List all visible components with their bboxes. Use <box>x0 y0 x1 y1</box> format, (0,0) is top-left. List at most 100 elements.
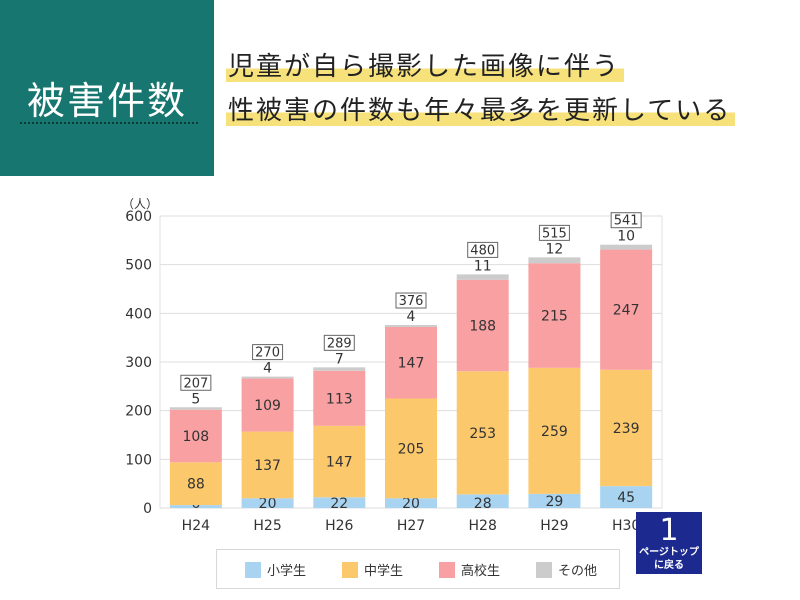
data-label: 239 <box>613 421 640 437</box>
bar-segment <box>385 498 437 508</box>
page-top-label-1: ページトップ <box>639 547 699 558</box>
bar-segment <box>241 378 294 432</box>
y-tick-label: 500 <box>125 258 152 274</box>
bar-segment <box>385 326 437 399</box>
bar-segment <box>241 431 294 499</box>
bar-segment <box>241 498 294 508</box>
data-label: 113 <box>326 391 353 407</box>
data-label: 29 <box>546 494 564 510</box>
bar-segment <box>169 407 222 410</box>
data-label: 88 <box>187 477 205 493</box>
bar-segment <box>456 279 509 372</box>
total-label: 515 <box>542 226 567 241</box>
total-box <box>395 292 427 309</box>
bar-segment <box>385 398 437 499</box>
bar-segment <box>600 244 653 250</box>
total-box <box>252 344 284 361</box>
bar-segment <box>456 371 509 495</box>
total-box <box>180 374 212 391</box>
x-tick-label: H24 <box>182 518 210 534</box>
legend-item: その他 <box>536 560 597 579</box>
legend-label: 小学生 <box>267 564 307 579</box>
bar-segment <box>600 486 653 508</box>
data-label: 215 <box>541 309 568 325</box>
page-top-label-2: に戻る <box>654 560 684 571</box>
chart-legend: 小学生 中学生 高校生 その他 <box>216 549 620 589</box>
data-label: 247 <box>613 303 640 319</box>
bar-segment <box>313 425 366 498</box>
legend-label: その他 <box>558 564 598 579</box>
data-label: 10 <box>617 229 635 245</box>
total-box <box>467 241 499 258</box>
data-label: 22 <box>330 496 348 512</box>
y-tick-label: 400 <box>125 306 152 322</box>
data-label: 137 <box>254 458 281 474</box>
data-label: 20 <box>259 496 277 512</box>
data-label: 108 <box>182 429 209 445</box>
data-label: 28 <box>474 496 492 512</box>
legend-label: 高校生 <box>461 564 501 579</box>
bar-segment <box>528 367 581 494</box>
data-label: 205 <box>398 441 425 457</box>
legend-label: 中学生 <box>364 564 404 579</box>
total-label: 541 <box>614 214 639 229</box>
x-tick-label: H27 <box>397 518 425 534</box>
section-title: 被害件数 <box>26 79 187 123</box>
bar-segment <box>528 257 581 264</box>
bar-segment <box>169 462 222 506</box>
bar-segment <box>456 494 509 508</box>
data-label: 253 <box>469 426 496 442</box>
total-box <box>610 212 642 229</box>
data-label: 45 <box>617 490 635 506</box>
legend-swatch <box>342 562 358 578</box>
bar-segment <box>313 370 366 426</box>
y-tick-label: 100 <box>125 452 152 468</box>
bar-segment <box>313 367 366 371</box>
total-label: 207 <box>183 376 208 391</box>
bar-segment <box>600 249 653 370</box>
data-label: 147 <box>398 356 425 372</box>
y-unit-label: （人） <box>122 197 158 211</box>
bar-segment <box>385 325 437 327</box>
bar-segment <box>169 505 222 508</box>
legend-item: 中学生 <box>342 560 403 579</box>
data-label: 4 <box>263 361 272 377</box>
data-label: 4 <box>407 309 416 325</box>
data-label: 12 <box>546 241 564 257</box>
y-tick-label: 200 <box>125 404 152 420</box>
total-label: 289 <box>327 336 352 351</box>
total-box <box>323 334 355 351</box>
y-tick-label: 300 <box>125 355 152 371</box>
legend-item: 高校生 <box>439 560 500 579</box>
legend-item: 小学生 <box>245 560 306 579</box>
total-label: 270 <box>255 346 280 361</box>
data-label: 11 <box>474 258 492 274</box>
data-label: 147 <box>326 455 353 471</box>
x-tick-label: H28 <box>469 518 497 534</box>
headline-line-2: 性被害の件数も年々最多を更新している <box>226 96 736 126</box>
total-label: 480 <box>470 243 495 258</box>
y-tick-label: 600 <box>125 209 152 225</box>
legend-swatch <box>245 562 261 578</box>
headline-line-1: 児童が自ら撮影した画像に伴う <box>226 52 625 82</box>
title-dotted-divider <box>20 122 198 124</box>
bar-segment <box>600 369 653 487</box>
total-label: 376 <box>399 294 424 309</box>
data-label: 109 <box>254 398 281 414</box>
bar-segment <box>528 263 581 368</box>
data-label: 188 <box>469 319 496 335</box>
page-top-button[interactable]: 1 ページトップ に戻る <box>636 512 702 574</box>
legend-swatch <box>439 562 455 578</box>
data-label: 5 <box>191 391 200 407</box>
page-top-number: 1 <box>659 513 679 548</box>
section-title-box: 被害件数 <box>0 0 214 176</box>
bar-segment <box>456 274 509 280</box>
y-tick-label: 0 <box>143 501 152 517</box>
data-label: 20 <box>402 496 420 512</box>
x-tick-label: H26 <box>325 518 353 534</box>
x-tick-label: H30 <box>612 518 640 534</box>
bar-segment <box>169 409 222 463</box>
x-tick-label: H25 <box>253 518 281 534</box>
bar-segment <box>528 493 581 508</box>
